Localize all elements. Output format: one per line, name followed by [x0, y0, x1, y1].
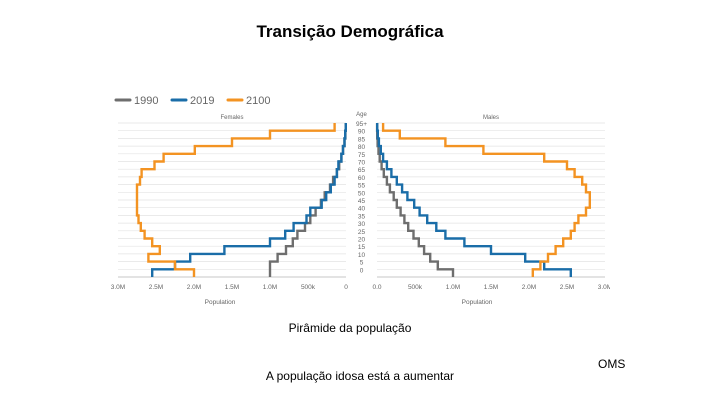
age-tick-label: 60: [358, 175, 366, 182]
age-tick-label: 0: [360, 267, 364, 274]
series-2019-males: [376, 123, 572, 277]
age-tick-label: 5: [360, 260, 364, 267]
legend-label-2019: 2019: [190, 95, 214, 107]
panel-label-females: Females: [220, 115, 243, 121]
center-axis-label: Age: [356, 112, 367, 118]
chart-svg: 05101520253035404550556065707580859095+A…: [111, 95, 612, 306]
series-2100-males: [381, 123, 591, 277]
age-tick-label: 30: [358, 221, 366, 228]
series-2019-females: [151, 123, 347, 277]
chart-caption: Pirâmide da população: [288, 321, 412, 335]
age-tick-label: 15: [358, 244, 366, 251]
age-tick-label: 35: [358, 213, 366, 220]
x-tick-label-males: 500k: [408, 284, 423, 291]
series-2100-females: [135, 123, 336, 277]
x-tick-label-males: 2.0M: [522, 284, 536, 291]
x-tick-label-males: 0.0: [372, 284, 381, 291]
age-tick-label: 25: [358, 229, 366, 236]
x-tick-label-females: 0: [344, 284, 348, 291]
panel-label-males: Males: [483, 115, 499, 121]
x-tick-label-males: 1.5M: [484, 284, 498, 291]
series-1990-males: [375, 123, 455, 277]
age-tick-label: 20: [358, 237, 366, 244]
x-tick-label-males: 2.5M: [560, 284, 574, 291]
x-tick-label-females: 1.0M: [263, 284, 277, 291]
age-tick-label: 10: [358, 252, 366, 259]
x-tick-label-males: 3.0M: [598, 284, 610, 291]
x-tick-label-females: 500k: [301, 284, 316, 291]
slide-title: Transição Demográfica: [256, 22, 444, 41]
x-tick-label-females: 2.5M: [149, 284, 163, 291]
legend-label-2100: 2100: [246, 95, 270, 107]
age-tick-label: 45: [358, 198, 366, 205]
age-tick-label: 65: [358, 167, 366, 174]
age-tick-label: 85: [358, 136, 366, 143]
age-tick-label: 80: [358, 144, 366, 151]
x-axis-title-females: Population: [205, 299, 236, 306]
age-tick-label: 50: [358, 190, 366, 197]
x-tick-label-females: 1.5M: [225, 284, 239, 291]
legend-label-1990: 1990: [134, 95, 158, 107]
age-tick-label: 90: [358, 129, 366, 136]
age-tick-label: 75: [358, 152, 366, 159]
slide-subcaption: A população idosa está a aumentar: [265, 369, 455, 383]
x-tick-label-females: 3.0M: [111, 284, 125, 291]
age-tick-label: 40: [358, 206, 366, 213]
x-tick-label-males: 1.0M: [446, 284, 460, 291]
age-tick-label: 95+: [356, 121, 367, 128]
x-tick-label-females: 2.0M: [187, 284, 201, 291]
x-axis-title-males: Population: [462, 299, 493, 306]
population-pyramid-chart: 0 5 10 15 20 25 30 35 40 45 50 55 60 65 70 75 80 85 90 95+ A…: [110, 88, 612, 310]
source-label: OMS: [598, 357, 626, 371]
age-tick-label: 70: [358, 160, 366, 167]
age-tick-label: 55: [358, 183, 366, 190]
